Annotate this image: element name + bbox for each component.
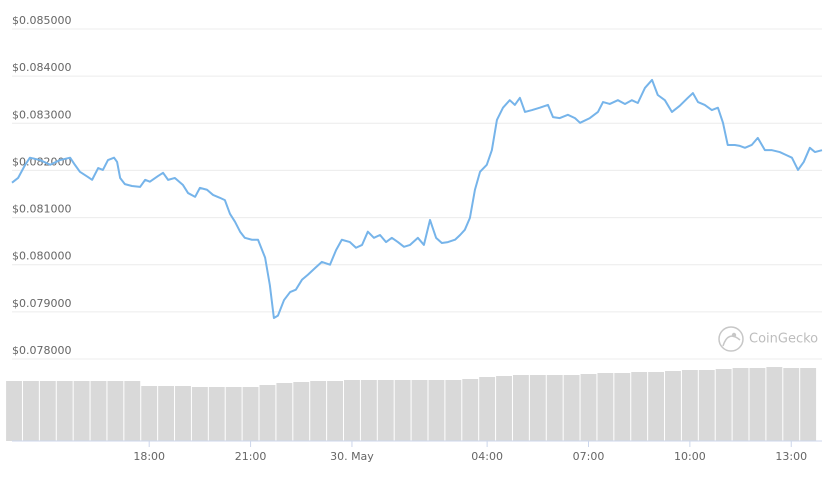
- volume-bar: [208, 387, 225, 441]
- volume-bar: [580, 374, 597, 441]
- y-tick-label: $0.078000: [12, 344, 72, 357]
- volume-bar: [259, 385, 276, 441]
- watermark: CoinGecko: [718, 326, 818, 352]
- volume-bar: [681, 370, 698, 441]
- volume-bar: [39, 381, 56, 441]
- volume-bar: [293, 382, 310, 441]
- x-tick-label: 30. May: [330, 450, 374, 463]
- x-tick-label: 18:00: [133, 450, 165, 463]
- volume-bar: [462, 379, 479, 441]
- volume-bar: [698, 370, 715, 441]
- volume-bar: [377, 380, 394, 441]
- watermark-logo: [718, 326, 744, 352]
- y-tick-label: $0.081000: [12, 203, 72, 216]
- volume-bar: [631, 372, 648, 441]
- volume-bar: [158, 386, 175, 441]
- volume-bar: [107, 381, 124, 441]
- volume-bar: [276, 383, 293, 441]
- volume-bar: [175, 386, 191, 441]
- volume-bar: [6, 381, 22, 441]
- watermark-text: CoinGecko: [749, 332, 818, 347]
- volume-bar: [56, 381, 73, 441]
- volume-bar: [360, 380, 377, 441]
- volume-bar: [597, 373, 614, 441]
- volume-bar: [22, 381, 39, 441]
- volume-bar: [563, 375, 580, 441]
- volume-bar: [411, 380, 428, 441]
- volume-bar: [394, 380, 411, 441]
- volume-bar: [124, 381, 141, 441]
- volume-bar: [479, 377, 496, 441]
- volume-bar: [529, 375, 546, 441]
- volume-panel: [6, 367, 822, 442]
- volume-bar: [512, 375, 529, 441]
- y-tick-label: $0.084000: [12, 61, 72, 74]
- x-tick-label: 21:00: [235, 450, 267, 463]
- x-tick-label: 07:00: [573, 450, 605, 463]
- volume-bar: [310, 381, 327, 441]
- volume-bar: [766, 367, 783, 441]
- volume-bar: [327, 381, 344, 441]
- volume-bar: [90, 381, 107, 441]
- volume-bar: [715, 369, 732, 441]
- volume-bar: [496, 376, 512, 441]
- volume-bar: [546, 375, 563, 441]
- volume-bar: [732, 368, 749, 441]
- volume-bar: [225, 387, 242, 441]
- volume-bar: [665, 371, 681, 441]
- y-tick-label: $0.079000: [12, 297, 72, 310]
- x-tick-label: 10:00: [674, 450, 706, 463]
- volume-bar: [614, 373, 631, 441]
- volume-bar: [242, 387, 259, 441]
- price-line: [11, 78, 823, 319]
- volume-bar: [445, 380, 462, 441]
- volume-bar: [783, 368, 800, 441]
- y-tick-label: $0.080000: [12, 250, 72, 263]
- x-tick-label: 13:00: [775, 450, 807, 463]
- volume-bar: [191, 387, 208, 441]
- volume-bar: [749, 368, 766, 441]
- volume-bar: [73, 381, 90, 441]
- volume-bar: [800, 368, 817, 441]
- volume-bar: [648, 372, 665, 441]
- price-panel: $0.078000 $0.079000 $0.080000 $0.081000 $0.0…: [11, 14, 823, 463]
- volume-bar: [344, 380, 360, 441]
- volume-bar: [141, 386, 158, 441]
- y-tick-label: $0.085000: [12, 14, 72, 27]
- y-tick-label: $0.083000: [12, 108, 72, 121]
- watermark-logo-body: [722, 335, 741, 347]
- x-tick-label: 04:00: [471, 450, 503, 463]
- volume-bar: [428, 380, 445, 441]
